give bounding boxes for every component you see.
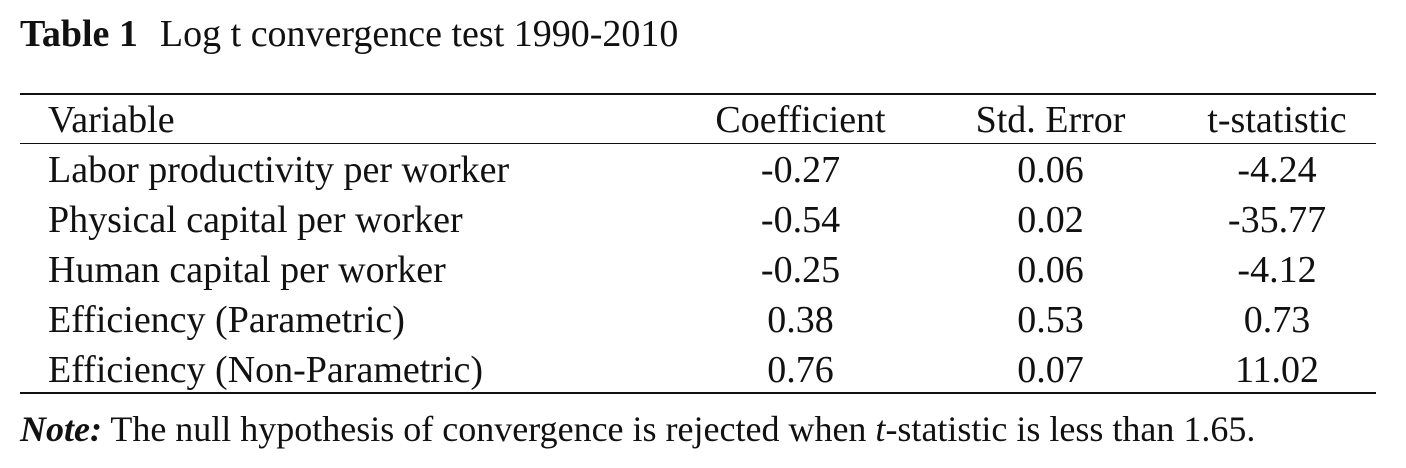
t-statistic-cell: 0.73 <box>1243 299 1311 341</box>
variable-cell: Labor productivity per worker <box>48 149 510 191</box>
note-text-before: The null hypothesis of convergence is re… <box>110 409 867 449</box>
table-title: Log t convergence test 1990-2010 <box>159 13 679 55</box>
note-italic-term: t <box>875 409 886 449</box>
column-header-variable: Variable <box>48 99 175 141</box>
table-row: Efficiency (Non-Parametric) 0.76 0.07 11… <box>20 345 1376 395</box>
top-rule <box>20 93 1376 95</box>
variable-cell: Human capital per worker <box>48 249 446 291</box>
std-error-cell: 0.53 <box>1017 299 1084 341</box>
coefficient-cell: -0.27 <box>760 149 841 191</box>
bottom-rule <box>20 392 1376 394</box>
variable-cell: Physical capital per worker <box>48 199 463 241</box>
coefficient-cell: 0.38 <box>767 299 834 341</box>
header-rule <box>20 143 1376 144</box>
t-statistic-cell: -4.24 <box>1237 149 1317 191</box>
std-error-cell: 0.02 <box>1017 199 1084 241</box>
table-note: Note: The null hypothesis of convergence… <box>20 404 1255 454</box>
coefficient-cell: -0.54 <box>760 199 841 241</box>
note-text-after: -statistic is less than 1.65. <box>885 409 1256 449</box>
std-error-cell: 0.07 <box>1017 349 1084 391</box>
column-header-t-statistic: t-statistic <box>1207 99 1347 141</box>
t-statistic-cell: -35.77 <box>1227 199 1327 241</box>
std-error-cell: 0.06 <box>1017 249 1084 291</box>
std-error-cell: 0.06 <box>1017 149 1084 191</box>
coefficient-cell: -0.25 <box>760 249 841 291</box>
column-header-std-error: Std. Error <box>975 99 1126 141</box>
table-caption: Table 1 Log t convergence test 1990-2010 <box>20 8 678 60</box>
t-statistic-cell: 11.02 <box>1234 349 1320 391</box>
table-header-row: Variable Coefficient Std. Error t-statis… <box>20 93 1376 145</box>
table-row: Efficiency (Parametric) 0.38 0.53 0.73 <box>20 295 1376 345</box>
t-statistic-cell: -4.12 <box>1237 249 1317 291</box>
table-row: Human capital per worker -0.25 0.06 -4.1… <box>20 245 1376 295</box>
variable-cell: Efficiency (Non-Parametric) <box>48 349 484 391</box>
convergence-table: Variable Coefficient Std. Error t-statis… <box>20 93 1376 395</box>
variable-cell: Efficiency (Parametric) <box>48 299 405 341</box>
table-row: Labor productivity per worker -0.27 0.06… <box>20 145 1376 195</box>
table-label: Table 1 <box>20 13 138 55</box>
coefficient-cell: 0.76 <box>767 349 834 391</box>
note-label: Note: <box>20 409 102 449</box>
column-header-coefficient: Coefficient <box>715 99 886 141</box>
table-row: Physical capital per worker -0.54 0.02 -… <box>20 195 1376 245</box>
